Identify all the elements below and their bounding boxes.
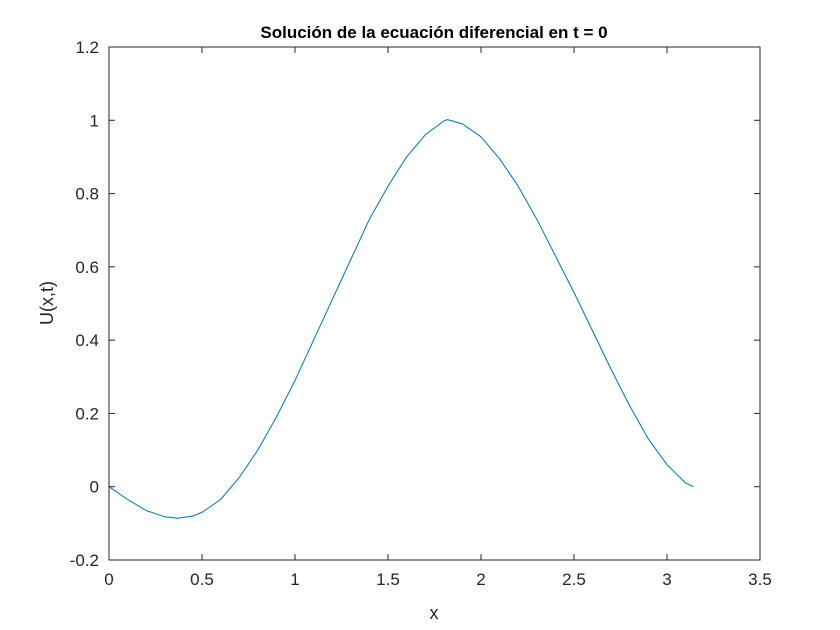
x-tick-label: 1.5 xyxy=(376,570,400,589)
y-tick-label: 0.6 xyxy=(75,258,99,277)
chart-title: Solución de la ecuación diferencial en t… xyxy=(260,23,607,42)
y-tick-label: 1.2 xyxy=(75,38,99,57)
plot-area xyxy=(108,46,761,561)
x-axis-label: x xyxy=(430,603,439,623)
x-tick-label: 2.5 xyxy=(562,570,586,589)
axes-box xyxy=(108,46,761,561)
y-tick-label: -0.2 xyxy=(70,551,99,570)
y-axis-ticks: -0.2 0 0.2 0.4 0.6 0.8 1 1.2 xyxy=(70,38,760,570)
series-layer xyxy=(108,119,694,519)
y-tick-label: 0.4 xyxy=(75,331,99,350)
x-tick-label: 0.5 xyxy=(190,570,214,589)
y-tick-label: 0.2 xyxy=(75,404,99,423)
x-tick-label: 1 xyxy=(290,570,299,589)
y-tick-label: 0.8 xyxy=(75,185,99,204)
y-tick-label: 1 xyxy=(90,111,99,130)
x-tick-label: 3.5 xyxy=(748,570,772,589)
x-tick-label: 2 xyxy=(476,570,485,589)
y-tick-label: 0 xyxy=(90,478,99,497)
x-axis-ticks: 0 0.5 1 1.5 2 2.5 3 3.5 xyxy=(104,47,772,589)
x-tick-label: 0 xyxy=(104,570,113,589)
series-line xyxy=(108,119,694,519)
y-axis-label: U(x,t) xyxy=(37,281,57,325)
x-tick-label: 3 xyxy=(662,570,671,589)
